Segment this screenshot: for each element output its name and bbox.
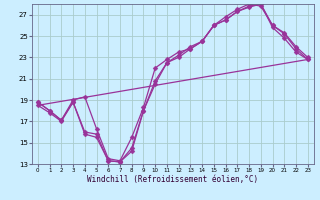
- X-axis label: Windchill (Refroidissement éolien,°C): Windchill (Refroidissement éolien,°C): [87, 175, 258, 184]
